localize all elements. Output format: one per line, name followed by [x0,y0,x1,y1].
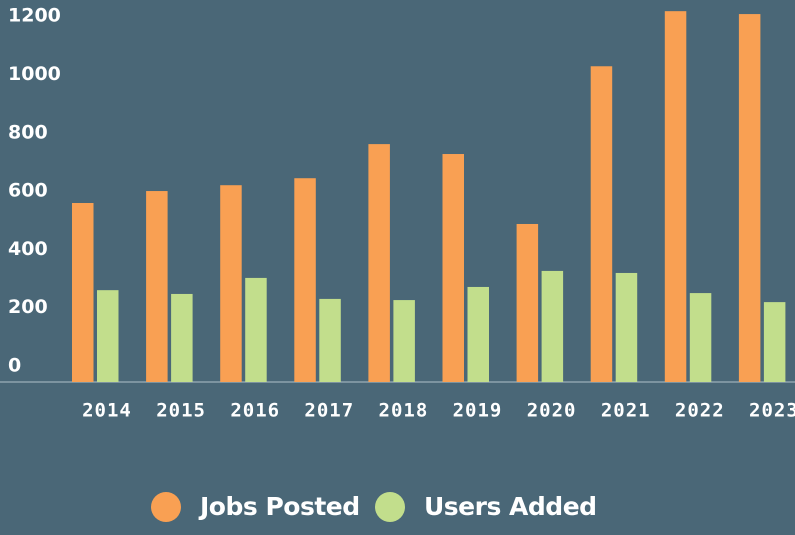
bar [590,66,613,382]
y-tick-label: 800 [8,121,48,143]
bar [763,302,786,382]
y-tick-label: 600 [8,180,48,202]
bar [146,191,168,382]
bar [72,202,94,382]
x-tick-label: 2021 [601,400,651,422]
x-tick-label: 2016 [230,400,280,422]
bar [615,272,638,382]
bar [368,144,390,382]
y-tick-label: 1200 [8,5,61,27]
legend-swatch [375,492,405,522]
bar [319,298,341,382]
bar [541,270,564,382]
y-tick-label: 0 [8,355,21,377]
x-tick-label: 2017 [304,400,354,422]
x-tick-label: 2014 [82,400,132,422]
bar [467,286,489,382]
x-tick-label: 2023 [749,400,795,422]
x-tick-label: 2022 [675,400,725,422]
bar [393,300,415,382]
legend-label: Users Added [424,492,597,521]
x-tick-label: 2015 [156,400,206,422]
y-tick-label: 200 [8,296,48,318]
legend-swatch [151,492,181,522]
y-tick-label: 1000 [8,63,61,85]
bar [97,290,119,382]
y-tick-label: 400 [8,238,48,260]
bar [516,223,539,382]
bar [245,277,267,382]
bar [171,293,193,382]
legend-label: Jobs Posted [198,492,360,521]
bar [738,14,761,383]
bar [664,11,687,382]
bar [294,178,316,382]
bar [442,154,464,382]
bar [689,293,712,382]
x-tick-label: 2018 [379,400,429,422]
bar [220,185,242,382]
x-tick-label: 2019 [453,400,503,422]
x-tick-label: 2020 [527,400,577,422]
